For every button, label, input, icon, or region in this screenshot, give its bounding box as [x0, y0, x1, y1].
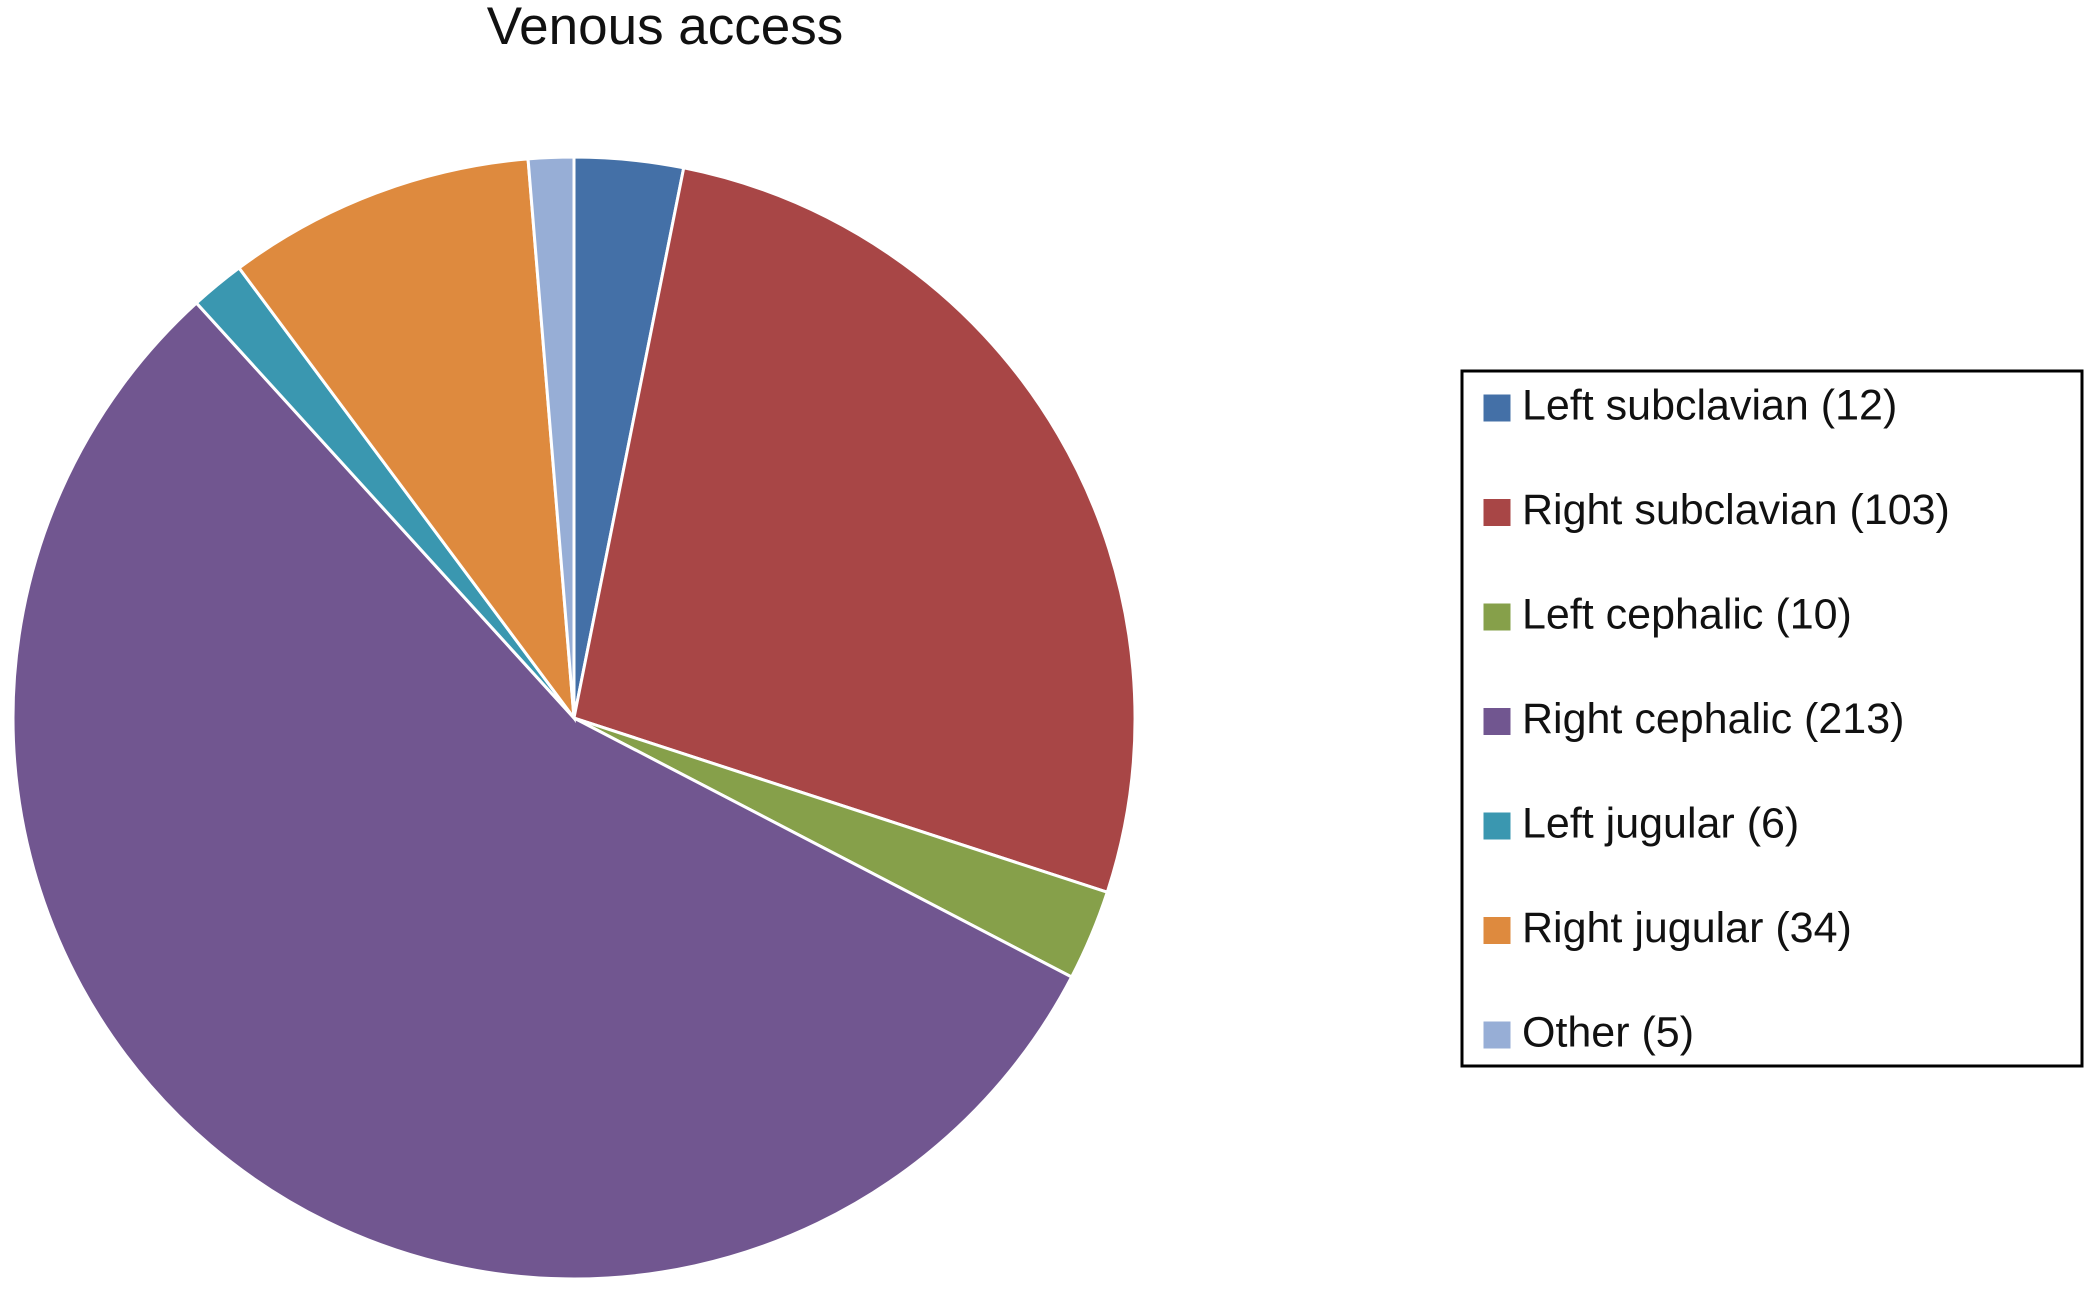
legend-swatch [1482, 602, 1512, 632]
legend-swatch [1482, 811, 1512, 841]
legend-swatch [1482, 707, 1512, 736]
pie-slice [572, 166, 1137, 895]
pie-slice [11, 300, 1074, 1281]
legend-label: Right cephalic (213) [1522, 695, 1904, 743]
legend-box [1460, 369, 2084, 1068]
legend-label: Right subclavian (103) [1522, 486, 1950, 534]
legend-swatch [1482, 393, 1512, 423]
chart-title: Venous access [487, 0, 844, 56]
legend-swatch [1482, 498, 1512, 527]
legend-label: Left cephalic (10) [1522, 590, 1852, 638]
legend-label: Right jugular (34) [1522, 904, 1852, 952]
legend-label: Left jugular (6) [1522, 799, 1799, 847]
legend-swatch [1482, 916, 1512, 945]
legend-swatch [1482, 1020, 1512, 1050]
pie-slice [526, 155, 576, 719]
legend-label: Left subclavian (12) [1522, 381, 1897, 429]
legend-label: Other (5) [1522, 1008, 1694, 1056]
pie-slice [236, 157, 576, 724]
